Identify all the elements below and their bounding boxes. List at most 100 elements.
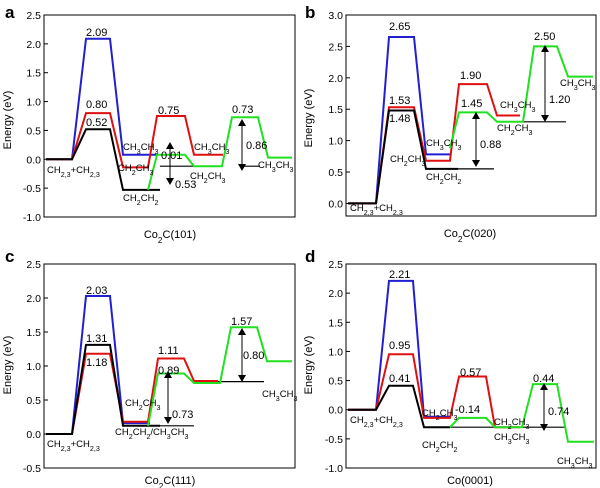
panel-b-species-label: CH2​CH2​: [426, 172, 461, 186]
panel-c-value-label: 2.03: [86, 285, 107, 297]
y-tick-label: 1.0: [26, 361, 41, 373]
panel-a-species-label: CH2​CH3​: [190, 171, 225, 185]
panel-a-red-line: [46, 112, 223, 169]
panel-b-value-label: 0.88: [480, 139, 501, 151]
panel-b-species-label: CH2,3​+CH2,3​: [350, 203, 403, 217]
panel-d-value-label: -0.14: [455, 404, 480, 416]
panel-b-black-line: [348, 109, 458, 205]
y-tick-label: 1.5: [328, 104, 343, 116]
panel-a-species-label: CH3​CH3​: [123, 142, 158, 156]
y-tick-label: 2.0: [26, 293, 41, 305]
y-tick-label: 1.0: [328, 346, 343, 358]
panel-a-value-label: 0.75: [158, 105, 179, 117]
panel-c-letter: c: [5, 247, 14, 266]
y-tick-label: 2.5: [26, 259, 41, 271]
panel-a-value-label: 0.53: [175, 179, 196, 191]
y-tick-label: -1.0: [23, 212, 41, 224]
panel-c-xlabel: Co2​C(111): [145, 475, 196, 488]
panel-a-value-label: 0.80: [86, 99, 107, 111]
panel-c-species-label: CH3​CH3​: [262, 389, 297, 403]
panel-d-green-line: [449, 383, 594, 443]
panel-b-ylabel: Energy (eV): [303, 89, 315, 148]
y-tick-label: -1.0: [325, 463, 343, 475]
panel-c-arrows: [164, 328, 246, 424]
panel-d-value-label: 0.41: [389, 373, 410, 385]
panel-a-arrowhead-up: [166, 142, 174, 149]
panel-d-species-label: CH2​CH3​: [422, 408, 457, 422]
panel-d-species-label: CH2​CH3​: [494, 417, 529, 431]
y-tick-label: 0.0: [328, 198, 343, 210]
panel-d-black-line: [348, 384, 450, 429]
y-tick-label: 1.5: [26, 327, 41, 339]
panel-a-arrowhead-down-2: [238, 164, 246, 171]
panel-b-value-label: 2.65: [389, 21, 410, 33]
panel-c-arrowhead-up-2: [238, 328, 246, 335]
y-tick-label: 0.5: [328, 167, 343, 179]
y-tick-label: 3.0: [328, 10, 343, 22]
panel-c-value-label: 0.80: [243, 350, 264, 362]
panel-b-species-label: CH3​CH3​: [560, 78, 595, 92]
panel-d-xlabel: Co(0001): [447, 475, 493, 487]
panel-a-arrowhead-down: [166, 178, 174, 185]
panel-d-species-label: CH2,3​+CH2,3​: [350, 415, 403, 429]
y-tick-label: 0.0: [328, 405, 343, 417]
y-tick-label: 0.5: [26, 125, 41, 137]
panel-c: c Energy (eV) -0.5 0.0 0.5 1.0 1.5 2.0 2.5 2.0…: [2, 247, 297, 488]
y-tick-label: -0.5: [23, 183, 41, 195]
panel-a-letter: a: [5, 3, 15, 22]
panel-b-arrowhead-down-2: [541, 115, 549, 122]
y-tick-label: 1.5: [328, 317, 343, 329]
panel-b-letter: b: [305, 3, 315, 22]
panel-d-value-label: 0.57: [460, 367, 481, 379]
panel-c-value-label: 0.89: [158, 365, 179, 377]
y-tick-label: -0.5: [325, 434, 343, 446]
panel-c-black-line: [46, 343, 160, 435]
panel-c-value-label: 1.57: [231, 316, 252, 328]
panel-d-arrowhead-up: [540, 383, 548, 390]
panel-b-arrowhead-up: [472, 112, 480, 119]
panel-a-xlabel: Co2​C(101): [144, 229, 196, 245]
y-tick-label: 0.0: [26, 154, 41, 166]
panel-a-arrows: [166, 119, 246, 185]
panel-c-arrowhead-up: [164, 371, 172, 378]
panel-b-value-label: 1.53: [389, 95, 410, 107]
y-tick-label: 1.0: [328, 136, 343, 148]
panel-c-species-label: CH2,3​+CH2,3​: [47, 439, 100, 453]
panel-b-species-label: CH3​CH3​: [500, 100, 535, 114]
y-tick-label: 0.5: [328, 376, 343, 388]
panel-c-red-line: [46, 352, 218, 435]
panel-d-ticks: -1.0 -0.5 0.0 0.5 1.0 1.5 2.0 2.5: [325, 259, 350, 475]
panel-c-value-label: 1.18: [86, 357, 107, 369]
panel-c-arrowhead-down-2: [238, 375, 246, 382]
y-tick-label: 1.5: [26, 68, 41, 80]
panel-a-species-label: CH3​CH3​: [258, 160, 293, 174]
panel-a: a Energy (eV) -1.0 -0.5 0.0 0.5 1.0 1.5 2.0 2.5…: [2, 3, 296, 245]
panel-a-value-label: 0.86: [246, 140, 267, 152]
panel-b-frame: [345, 14, 597, 217]
panel-c-frame: [43, 263, 296, 469]
panel-b-species-label: CH2​CH3​: [390, 154, 425, 168]
panel-b-green-line: [449, 45, 593, 149]
panel-b-arrows: [472, 45, 549, 167]
panel-a-value-label: 0.01: [161, 150, 182, 162]
panel-d-arrowhead-down: [540, 424, 548, 431]
panel-a-value-label: 0.52: [86, 117, 107, 129]
panel-a-value-label: 2.09: [86, 27, 107, 39]
panel-b-xlabel: Co2​C(020): [444, 228, 496, 244]
y-tick-label: 2.5: [328, 259, 343, 271]
y-tick-label: 0.0: [26, 429, 41, 441]
panel-d-value-label: 0.44: [533, 373, 554, 385]
panel-d-species-label: CH3​CH3​: [557, 456, 592, 470]
panel-a-species-label: CH3​CH3​: [194, 142, 229, 156]
panel-a-value-label: 0.73: [232, 104, 253, 116]
panel-b-series: [348, 36, 593, 205]
panel-d-species-label: CH2​CH2​: [422, 440, 457, 454]
panel-b-species-label: CH2​CH3​: [497, 123, 532, 137]
panel-b-value-label: 1.20: [549, 94, 570, 106]
panel-a-ticks: -1.0 -0.5 0.0 0.5 1.0 1.5 2.0 2.5: [23, 10, 48, 224]
y-tick-label: -0.5: [23, 463, 41, 475]
panel-b-ticks: 0.0 0.5 1.0 1.5 2.0 2.5 3.0: [328, 10, 350, 210]
y-tick-label: 2.5: [328, 41, 343, 53]
y-tick-label: 2.0: [328, 288, 343, 300]
panel-d-arrows: [540, 383, 548, 431]
